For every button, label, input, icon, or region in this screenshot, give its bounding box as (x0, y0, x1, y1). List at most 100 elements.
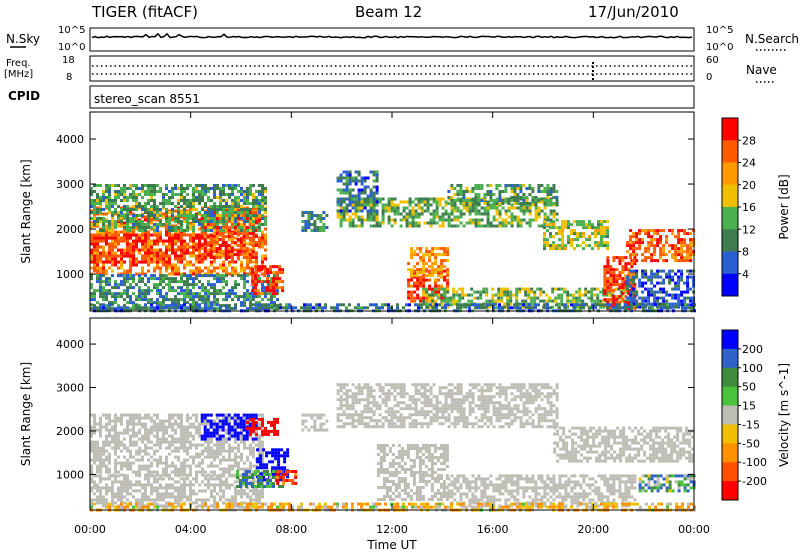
scatter-cell (153, 202, 156, 205)
scatter-cell (203, 235, 207, 238)
scatter-cell (429, 203, 433, 207)
scatter-cell (588, 306, 591, 310)
scatter-cell (339, 188, 343, 192)
scatter-cell (603, 274, 607, 278)
scatter-cell (195, 187, 198, 190)
scatter-cell (310, 217, 314, 220)
scatter-cell (171, 301, 174, 305)
scatter-cell (426, 306, 429, 310)
scatter-cell (117, 461, 120, 465)
scatter-cell (339, 215, 343, 219)
scatter-cell (117, 455, 120, 459)
scatter-cell (336, 200, 340, 204)
scatter-cell (272, 271, 276, 275)
scatter-cell (117, 304, 120, 308)
scatter-cell (313, 223, 317, 226)
scatter-cell (99, 220, 102, 223)
scatter-cell (555, 303, 558, 307)
scatter-cell (231, 292, 234, 296)
scatter-cell (546, 184, 550, 187)
scatter-cell (216, 184, 219, 187)
scatter-cell (117, 419, 120, 423)
scatter-cell (419, 247, 423, 251)
scatter-cell (522, 196, 526, 199)
scatter-cell (662, 278, 666, 282)
scatter-cell (126, 239, 129, 243)
scatter-cell (236, 256, 240, 259)
scatter-cell (138, 289, 141, 293)
scatter-cell (686, 244, 690, 248)
scatter-cell (683, 250, 687, 254)
scatter-cell (102, 266, 105, 270)
scatter-cell (150, 274, 153, 278)
scatter-cell (689, 299, 693, 303)
scatter-cell (411, 218, 415, 222)
scatter-cell (369, 191, 373, 195)
scatter-cell (437, 268, 441, 272)
scatter-cell (431, 287, 435, 291)
scatter-cell (102, 306, 105, 310)
scatter-cell (198, 306, 201, 310)
scatter-cell (207, 307, 210, 311)
scatter-cell (99, 184, 102, 187)
scatter-cell (114, 242, 117, 246)
scatter-cell (135, 263, 138, 267)
scatter-cell (312, 306, 315, 310)
scatter-cell (249, 193, 252, 196)
scatter-cell (198, 227, 201, 231)
scatter-cell (276, 307, 279, 311)
scatter-cell (384, 209, 388, 213)
scatter-cell (216, 266, 219, 270)
scatter-cell (105, 413, 108, 417)
scatter-cell (543, 235, 546, 239)
scatter-cell (638, 284, 642, 288)
scatter-cell (543, 199, 547, 202)
scatter-cell (495, 206, 499, 210)
scatter-cell (681, 303, 684, 307)
scatter-cell (542, 299, 546, 303)
scatter-cell (635, 232, 639, 236)
scatter-cell (156, 248, 159, 252)
scatter-cell (225, 184, 228, 187)
scatter-cell (198, 254, 201, 258)
scatter-cell (249, 303, 252, 307)
scatter-cell (105, 184, 108, 187)
scatter-cell (201, 193, 204, 196)
scatter-cell (639, 303, 642, 307)
scatter-cell (254, 229, 258, 232)
scatter-cell (150, 303, 153, 307)
scatter-cell (594, 244, 597, 248)
scatter-cell (536, 296, 540, 300)
scatter-cell (177, 303, 180, 307)
scatter-cell (177, 286, 180, 290)
scatter-cell (225, 274, 228, 278)
scatter-cell (93, 184, 96, 187)
scatter-cell (575, 296, 579, 300)
scatter-cell (666, 306, 669, 310)
scatter-cell (543, 187, 547, 190)
scatter-cell (114, 452, 117, 456)
scatter-cell (99, 202, 102, 205)
scatter-cell (240, 295, 243, 299)
scatter-cell (301, 214, 305, 217)
scatter-cell (228, 187, 231, 190)
scatter-cell (278, 268, 282, 272)
scatter-cell (446, 284, 450, 288)
scatter-cell (165, 274, 168, 278)
scatter-cell (165, 208, 168, 211)
scatter-cell (252, 229, 255, 232)
scatter-cell (627, 301, 631, 305)
scatter-cell (647, 296, 651, 300)
scatter-cell (126, 280, 129, 284)
scatter-cell (462, 212, 466, 216)
scatter-cell (642, 306, 645, 310)
scatter-cell (141, 266, 144, 270)
scatter-cell (419, 278, 423, 282)
scatter-cell (132, 248, 135, 252)
scatter-cell (105, 428, 108, 432)
scatter-cell (183, 202, 186, 205)
scatter-cell (336, 303, 339, 307)
scatter-cell (656, 299, 660, 303)
scatter-cell (360, 191, 364, 195)
scatter-cell (588, 235, 591, 239)
